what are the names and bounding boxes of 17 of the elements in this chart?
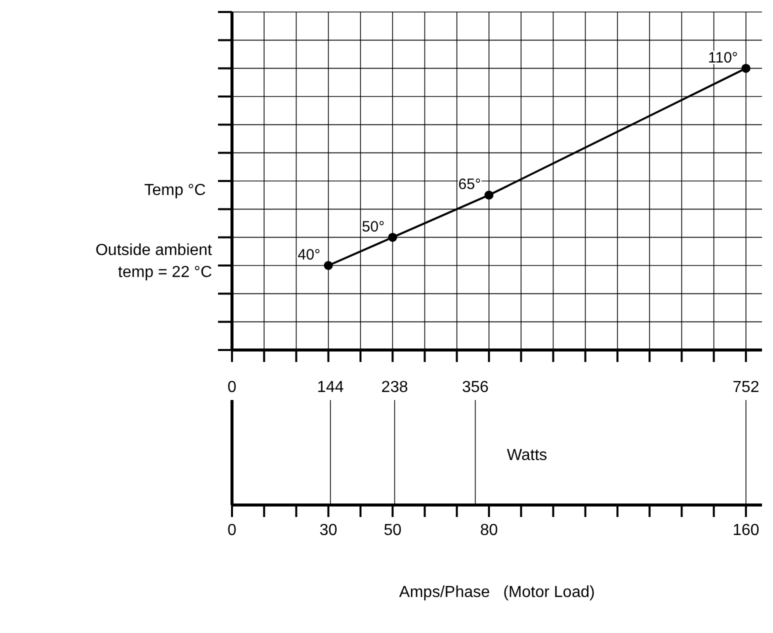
x2-tick-label: 238 [381, 379, 408, 396]
x2-tick-label: 752 [732, 379, 760, 396]
y-axis-title: Temp °C [144, 182, 206, 199]
data-label: 65° [458, 176, 481, 194]
x-tick-label: 50 [384, 522, 402, 539]
data-label: 50° [362, 218, 385, 236]
x2-tick-label: 356 [462, 379, 489, 396]
x-tick-label: 160 [732, 522, 760, 539]
x2-tick-label: 0 [228, 379, 237, 396]
data-label: 40° [298, 246, 320, 264]
x2-axis-title: Watts [506, 447, 548, 464]
x-axis-title: Amps/Phase (Motor Load) [399, 584, 595, 601]
x2-tick-label: 144 [317, 379, 344, 396]
x-tick-label: 0 [228, 522, 237, 539]
text: Outside ambient temp = 22 °C [95, 242, 213, 281]
x-tick-label: 80 [480, 522, 498, 539]
x-tick-label: 30 [319, 522, 338, 539]
